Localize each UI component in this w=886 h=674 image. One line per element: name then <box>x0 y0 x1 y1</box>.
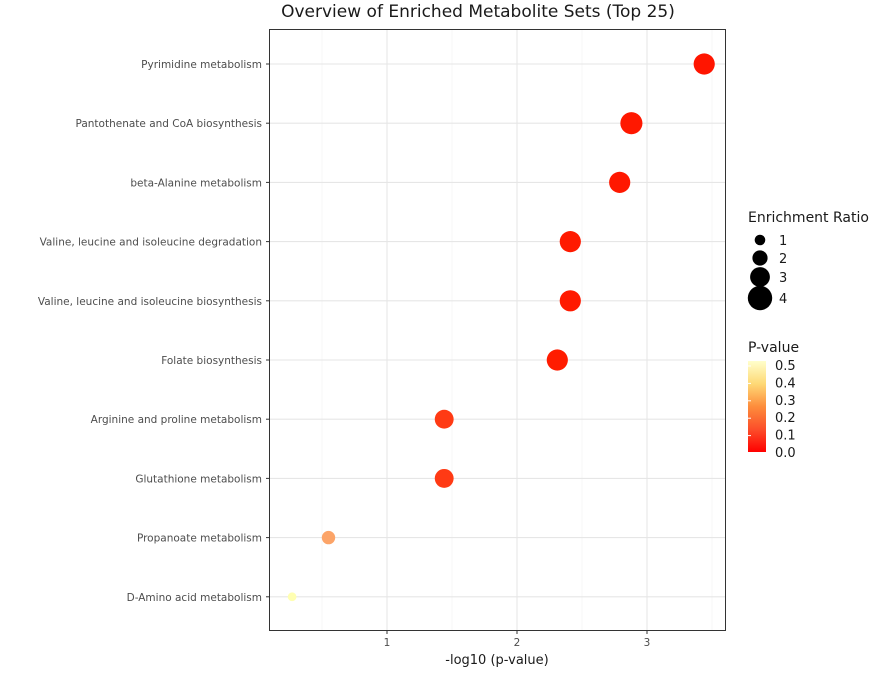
y-tick-label: Arginine and proline metabolism <box>91 414 262 426</box>
y-tick-label: Valine, leucine and isoleucine degradati… <box>40 237 262 249</box>
legend-size-label: 2 <box>779 252 787 267</box>
data-point <box>546 349 568 371</box>
x-tick-label: 1 <box>384 637 391 649</box>
legend-p-value: P-value 0.5 0.4 0.3 0.2 0.1 0.0 <box>748 340 799 461</box>
legend-color-label: 0.1 <box>775 429 796 444</box>
data-point <box>693 53 715 75</box>
x-tick-label: 3 <box>644 637 651 649</box>
y-tick-label: Pantothenate and CoA biosynthesis <box>75 118 262 130</box>
data-point <box>434 468 454 488</box>
y-tick-label: Glutathione metabolism <box>135 473 262 485</box>
data-point <box>321 530 336 545</box>
data-point <box>609 171 631 193</box>
legend-color-label: 0.4 <box>775 376 796 391</box>
y-tick-label: Valine, leucine and isoleucine biosynthe… <box>38 296 262 308</box>
x-tick-label: 2 <box>514 637 521 649</box>
data-point <box>434 409 454 429</box>
legend-size-label: 4 <box>779 292 787 307</box>
legend-size-key <box>754 234 766 246</box>
grid-lines <box>270 30 725 630</box>
legend-size-title: Enrichment Ratio <box>748 210 869 226</box>
y-axis: Pyrimidine metabolism Pantothenate and Co… <box>38 59 270 604</box>
legend-size-key <box>750 267 770 287</box>
data-point <box>559 231 581 253</box>
data-point <box>559 290 581 312</box>
plot-panel <box>269 29 726 631</box>
legend-color-label: 0.2 <box>775 411 796 426</box>
color-bar <box>748 361 766 452</box>
y-tick-label: Folate biosynthesis <box>161 355 262 367</box>
chart-title: Overview of Enriched Metabolite Sets (To… <box>281 2 675 22</box>
legend-color-label: 0.0 <box>775 446 796 461</box>
y-tick-label: D-Amino acid metabolism <box>127 592 262 604</box>
y-tick-label: Propanoate metabolism <box>137 533 262 545</box>
x-axis-title: -log10 (p-value) <box>445 653 548 668</box>
legend-color-label: 0.3 <box>775 394 796 409</box>
legend-size-label: 3 <box>779 271 787 286</box>
legend-color-title: P-value <box>748 340 799 356</box>
y-tick-label: Pyrimidine metabolism <box>141 59 262 71</box>
data-point <box>287 592 297 602</box>
x-axis: 1 2 3 <box>384 630 651 649</box>
y-tick-label: beta-Alanine metabolism <box>130 177 262 189</box>
legend-size-key <box>747 285 773 311</box>
data-points <box>287 53 715 602</box>
data-point <box>620 112 643 135</box>
legend-size-label: 1 <box>779 234 787 249</box>
legend-size-key <box>752 250 768 266</box>
legend-color-label: 0.5 <box>775 359 796 374</box>
legend-enrichment-ratio: Enrichment Ratio 1 2 3 4 <box>747 210 869 311</box>
